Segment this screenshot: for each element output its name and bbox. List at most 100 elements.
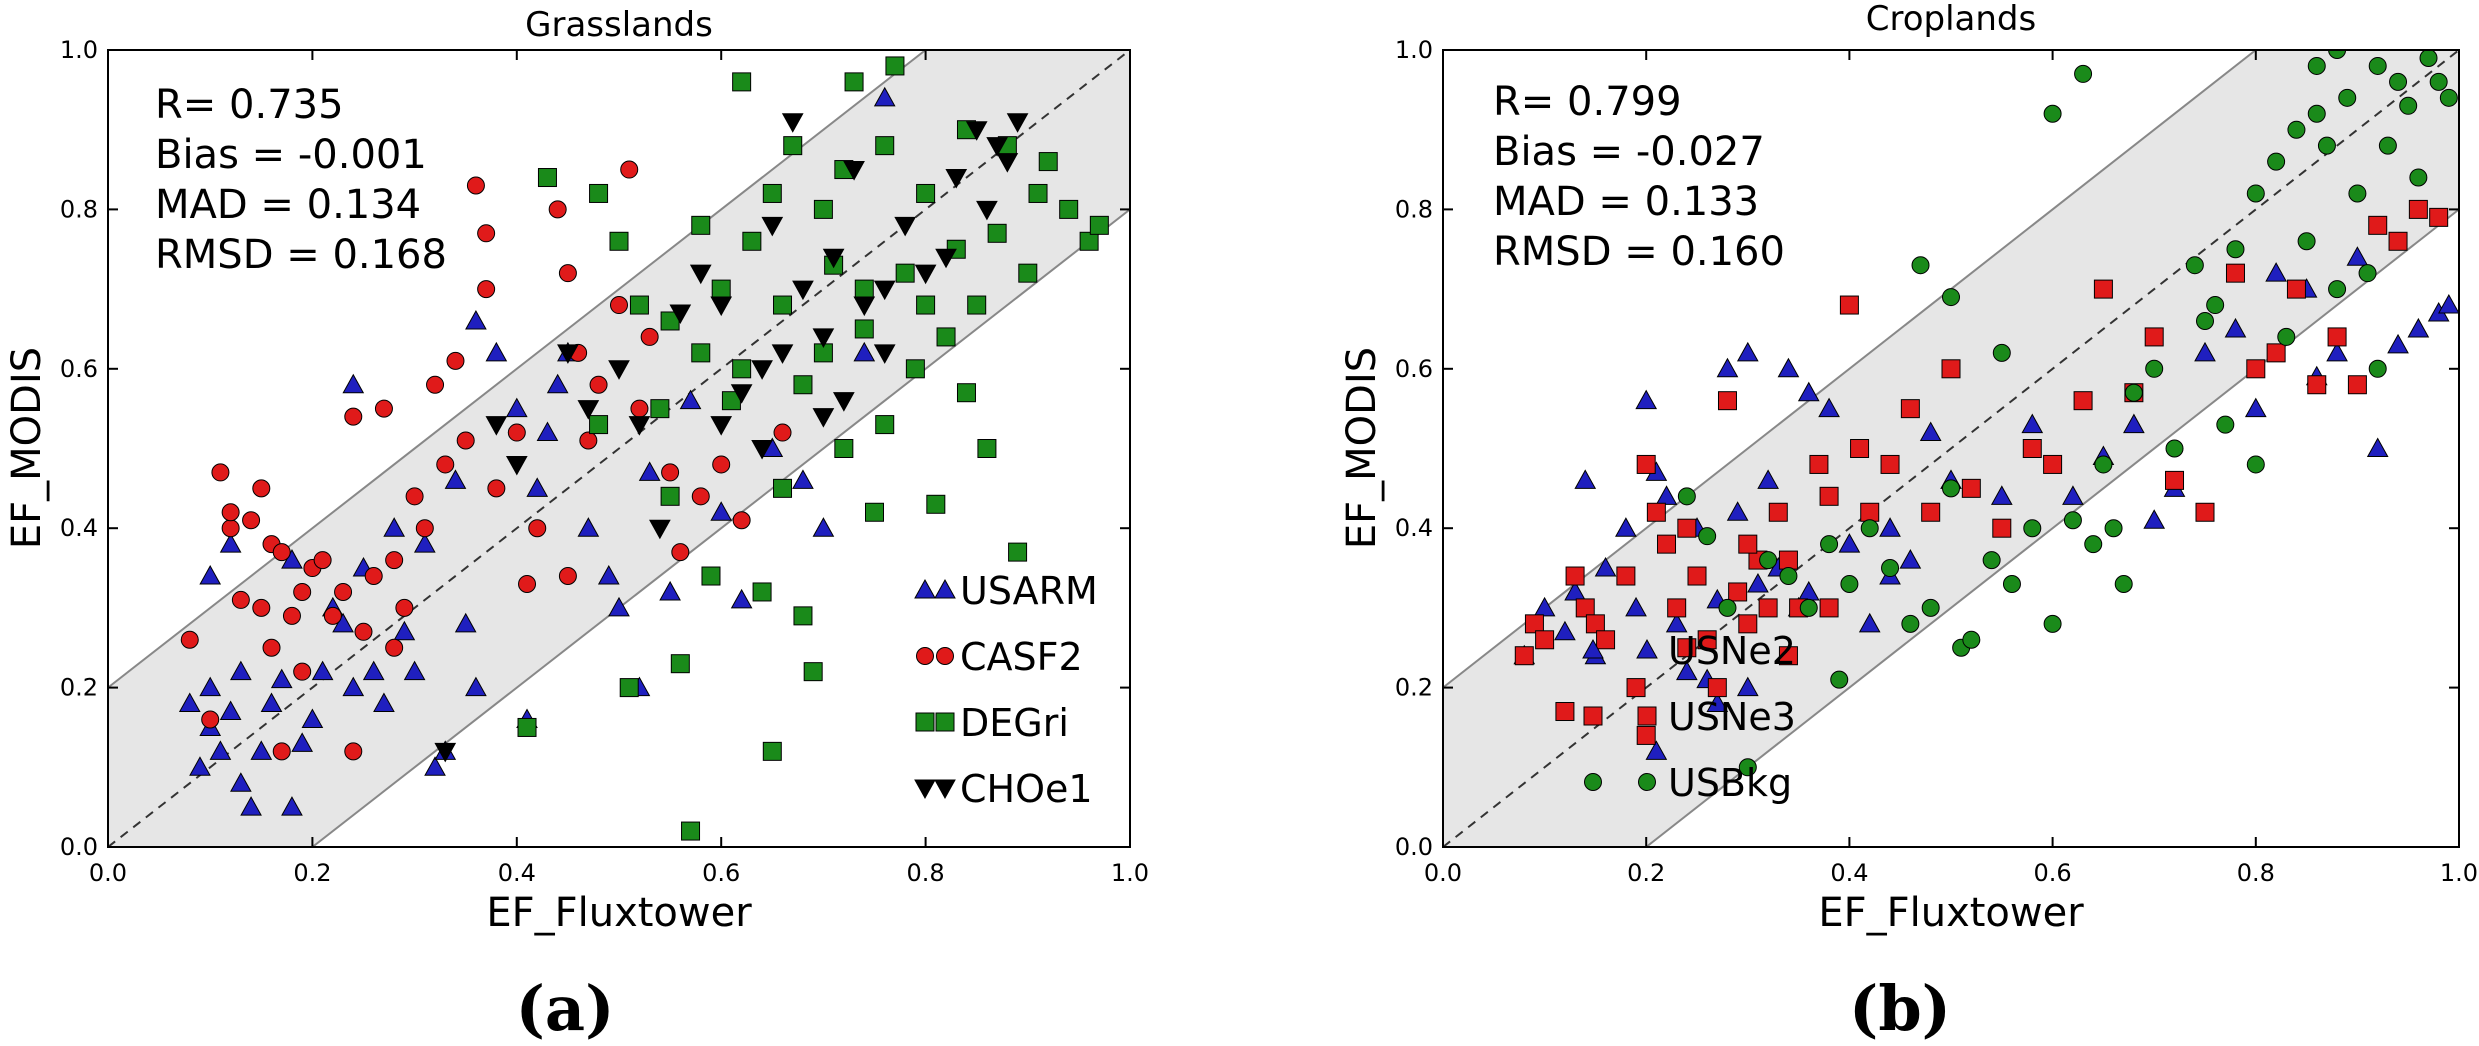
stat-r: R= 0.799 [1493, 79, 1682, 125]
axis-ticks: 0.0 0.2 0.4 0.6 0.8 1.0 0.0 0.2 0.4 0.6 0.8 1.0 [60, 36, 1149, 887]
data-point-casf2 [180, 630, 199, 649]
data-point-casf2 [415, 519, 434, 538]
data-point-degri [834, 439, 854, 458]
data-point-usne2 [2123, 413, 2145, 434]
upper-bound-line [108, 50, 927, 689]
data-point-usne2 [2194, 341, 2216, 362]
data-point-usne3 [1575, 598, 1595, 618]
data-point-usne2 [1757, 469, 1779, 489]
data-point-casf2 [610, 296, 628, 315]
data-point-usne3 [1819, 598, 1839, 618]
data-point-usne3 [1596, 630, 1616, 650]
data-point-usbkg [2307, 56, 2326, 75]
data-point-casf2 [313, 551, 332, 570]
data-point-usne3 [1585, 614, 1605, 634]
data-point-usbkg [1840, 574, 1859, 593]
data-point-casf2 [293, 662, 312, 681]
data-point-usne2 [1665, 612, 1688, 633]
data-point-usne3 [2347, 375, 2367, 395]
data-point-degri [691, 343, 711, 363]
data-point-usarm [230, 772, 252, 792]
data-point-usne3 [1778, 646, 1798, 666]
data-point-usne2 [1533, 596, 1556, 617]
data-point-usne3 [1535, 630, 1555, 650]
data-point-usarm [577, 517, 600, 537]
legend-marker-choe1 [914, 779, 936, 800]
data-point-casf2 [558, 264, 577, 283]
data-point-choe1 [873, 344, 896, 364]
data-point-usarm [853, 341, 876, 362]
data-point-usne2 [2224, 317, 2247, 338]
data-point-degri [854, 319, 874, 339]
data-point-usarm [383, 517, 406, 537]
data-point-usne3 [1687, 566, 1707, 586]
legend-marker-usbkg [1638, 773, 1656, 791]
y-tick-label: 1.0 [60, 36, 98, 64]
y-tick-label: 0.2 [60, 674, 98, 702]
data-point-usbkg [2216, 415, 2235, 434]
data-point-usne3 [1738, 534, 1758, 554]
data-point-usbkg [1942, 479, 1960, 498]
stats-box: R= 0.735 Bias = -0.001 MAD = 0.134 RMSD … [155, 82, 447, 278]
data-point-degri [752, 582, 772, 602]
data-point-usne3 [1707, 678, 1727, 698]
y-tick-label: 0.8 [1395, 195, 1433, 223]
data-point-usarm [260, 692, 283, 713]
legend-label-usbkg: USBkg [1668, 761, 1792, 805]
data-point-degri [517, 717, 537, 737]
data-point-usne3 [1900, 399, 1920, 419]
data-point-usne3 [1880, 454, 1900, 474]
data-point-casf2 [446, 351, 465, 370]
data-point-usarm [792, 469, 814, 489]
data-point-casf2 [477, 280, 496, 299]
data-point-usbkg [1799, 598, 1818, 617]
data-point-usne2 [2407, 317, 2430, 338]
y-tick-label: 0.0 [60, 833, 98, 861]
data-point-casf2 [272, 543, 291, 562]
data-point-degri [589, 183, 609, 203]
data-point-usne2 [1655, 485, 1678, 505]
data-point-usne2 [1858, 612, 1881, 633]
y-tick-label: 0.6 [60, 355, 98, 383]
data-point-usarm [342, 676, 365, 697]
y-axis-label: EF_MODIS [4, 347, 50, 549]
data-point-choe1 [986, 137, 1008, 157]
data-point-usarm [270, 668, 293, 689]
data-point-usne3 [1728, 582, 1748, 602]
data-point-casf2 [282, 606, 301, 625]
data-point-degri [629, 295, 649, 315]
data-point-choe1 [781, 113, 804, 133]
data-point-casf2 [405, 487, 424, 506]
data-point-usbkg [2043, 614, 2062, 633]
data-point-casf2 [374, 399, 393, 418]
data-point-usbkg [2023, 519, 2042, 538]
data-point-usarm [536, 421, 559, 442]
data-point-degri [1038, 152, 1058, 172]
panel-label: (a) [516, 972, 615, 1045]
legend-label-usarm: USARM [960, 569, 1098, 613]
data-point-usarm [240, 796, 262, 816]
data-point-usbkg [1759, 551, 1778, 570]
data-point-usarm [373, 692, 395, 713]
data-point-degri [956, 383, 976, 403]
data-point-choe1 [730, 384, 753, 404]
legend-label-usne2: USNe2 [1668, 629, 1796, 673]
data-point-usne2 [1919, 421, 1942, 442]
data-point-usbkg [1901, 614, 1920, 633]
data-point-usarm [679, 389, 702, 410]
data-point-choe1 [832, 392, 855, 412]
data-point-usarm [209, 740, 232, 760]
data-point-usne2 [1615, 517, 1637, 537]
data-point-usarm [730, 588, 753, 609]
data-point-choe1 [577, 400, 600, 420]
data-point-casf2 [242, 511, 261, 530]
data-point-usbkg [2348, 184, 2367, 203]
data-point-degri [589, 415, 609, 435]
data-point-casf2 [487, 479, 506, 498]
data-point-usarm [393, 620, 416, 641]
data-point-degri [854, 279, 874, 299]
data-point-usne2 [1716, 357, 1739, 378]
legend-marker-degri [915, 712, 935, 732]
data-point-usne3 [1850, 439, 1870, 458]
data-point-choe1 [945, 169, 968, 189]
